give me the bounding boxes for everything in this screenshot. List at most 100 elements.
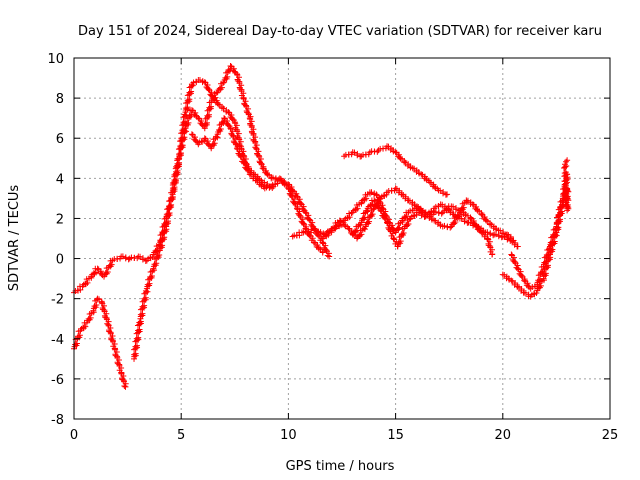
- data-point: [564, 202, 571, 209]
- data-point: [201, 79, 208, 86]
- data-point: [108, 261, 115, 268]
- data-point: [537, 276, 544, 283]
- data-point: [458, 215, 465, 222]
- y-axis-label: SDTVAR / TECUs: [7, 185, 22, 292]
- data-point: [306, 216, 313, 223]
- data-point: [82, 323, 89, 330]
- data-point: [564, 157, 571, 164]
- data-point: [323, 246, 330, 253]
- data-point: [206, 111, 213, 118]
- data-point: [511, 258, 518, 265]
- data-point: [373, 191, 380, 198]
- data-point: [414, 203, 421, 210]
- data-point: [288, 192, 295, 199]
- x-tick-label: 5: [177, 428, 185, 443]
- data-point: [136, 319, 143, 326]
- y-tick-label: 8: [56, 92, 64, 107]
- data-point: [324, 252, 331, 259]
- x-axis-label: GPS time / hours: [286, 459, 395, 474]
- data-point: [418, 212, 425, 219]
- data-point: [336, 217, 343, 224]
- y-tick-label: -2: [51, 293, 64, 308]
- data-point: [452, 219, 459, 226]
- data-point: [399, 191, 406, 198]
- data-point: [297, 200, 304, 207]
- data-point: [188, 131, 195, 138]
- data-point: [205, 86, 212, 93]
- data-point: [325, 232, 332, 239]
- data-point: [253, 177, 260, 184]
- data-point: [441, 222, 448, 229]
- data-point: [153, 260, 160, 267]
- data-point: [193, 138, 200, 145]
- data-point: [354, 227, 361, 234]
- data-point: [76, 332, 83, 339]
- y-tick-label: -4: [51, 333, 64, 348]
- data-point: [447, 224, 454, 231]
- data-point: [497, 227, 504, 234]
- data-point: [508, 251, 515, 258]
- data-point: [521, 277, 528, 284]
- series-track-2: [71, 295, 129, 390]
- data-point: [217, 125, 224, 132]
- data-point: [165, 218, 172, 225]
- data-point: [358, 231, 365, 238]
- data-point: [354, 205, 361, 212]
- data-point: [426, 179, 433, 186]
- data-point: [139, 256, 146, 263]
- data-point: [351, 149, 358, 156]
- data-point: [418, 171, 425, 178]
- data-point: [93, 269, 100, 276]
- data-point: [467, 215, 474, 222]
- data-point: [387, 227, 394, 234]
- data-point: [366, 218, 373, 225]
- y-tick-label: 4: [56, 172, 64, 187]
- data-point: [333, 223, 340, 230]
- data-point: [437, 187, 444, 194]
- data-point: [357, 232, 364, 239]
- data-point: [504, 236, 511, 243]
- x-tick-label: 10: [280, 428, 297, 443]
- data-point: [438, 210, 445, 217]
- data-point: [297, 212, 304, 219]
- data-point: [211, 140, 218, 147]
- data-point: [415, 209, 422, 216]
- data-point: [319, 249, 326, 256]
- data-point: [504, 231, 511, 238]
- series-track-10: [508, 171, 571, 292]
- data-point: [432, 208, 439, 215]
- data-point: [156, 252, 163, 259]
- data-point: [514, 265, 521, 272]
- x-tick-label: 15: [387, 428, 404, 443]
- data-point: [561, 183, 568, 190]
- data-point: [131, 351, 138, 358]
- data-point: [259, 165, 266, 172]
- data-point: [293, 205, 300, 212]
- data-point: [308, 226, 315, 233]
- data-point: [300, 220, 307, 227]
- data-point: [508, 277, 515, 284]
- data-point: [185, 119, 192, 126]
- data-point: [390, 235, 397, 242]
- data-point: [392, 149, 399, 156]
- data-point: [276, 175, 283, 182]
- data-point: [87, 314, 94, 321]
- axis-ticks: [73, 57, 611, 420]
- y-tick-label: -6: [51, 373, 64, 388]
- data-point: [346, 214, 353, 221]
- data-point: [233, 145, 240, 152]
- x-tick-label: 25: [602, 428, 619, 443]
- data-point: [375, 204, 382, 211]
- data-point: [229, 116, 236, 123]
- plot-background: [74, 58, 610, 419]
- data-point: [317, 229, 324, 236]
- data-point: [132, 350, 139, 357]
- data-point: [514, 243, 521, 250]
- data-point: [132, 343, 139, 350]
- plot-frame: [73, 57, 611, 420]
- data-point: [225, 109, 232, 116]
- data-point: [159, 242, 166, 249]
- data-point: [227, 63, 234, 70]
- data-point: [510, 237, 517, 244]
